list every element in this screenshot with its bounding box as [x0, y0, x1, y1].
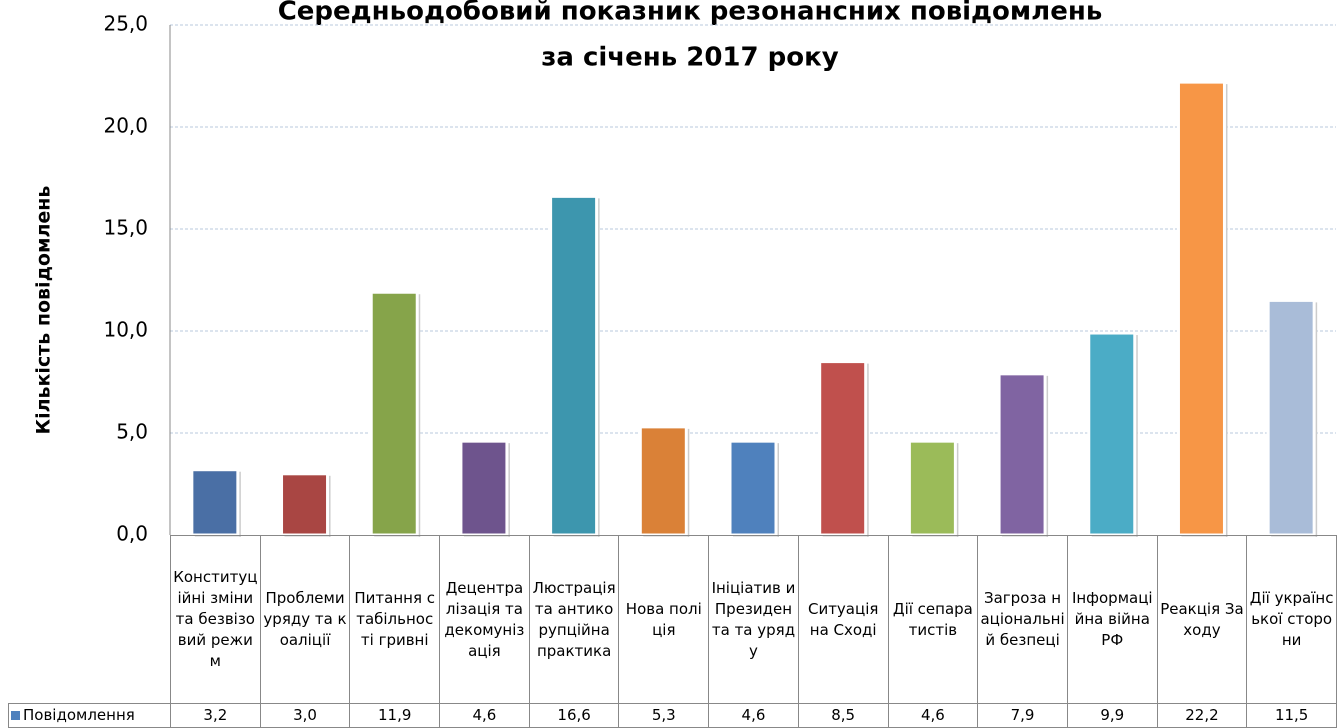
value-cell: 16,6 [528, 703, 620, 728]
value-cell: 4,6 [708, 703, 799, 728]
category-cell: Ініціатив и Президента та уряду [708, 535, 799, 704]
chart-title: за січень 2017 року [541, 43, 839, 73]
bar [1176, 80, 1226, 537]
chart-title: Середньодобовий показник резонансних пов… [278, 0, 1103, 27]
value-cell: 22,2 [1156, 703, 1248, 728]
category-cell: Нова поліція [618, 535, 710, 704]
bar [190, 468, 240, 537]
bar [818, 360, 868, 537]
value-cell: 3,0 [259, 703, 351, 728]
value-cell: 7,9 [977, 703, 1068, 728]
value-cell: 9,9 [1066, 703, 1158, 728]
y-tick-label: 0,0 [116, 522, 148, 546]
bar [369, 290, 419, 537]
category-cell: Питання стабільності гривні [349, 535, 441, 704]
category-cell: Децентралізація та декомунізація [439, 535, 530, 704]
legend-cell: Повідомлення [8, 703, 171, 728]
category-cell: Ситуація на Сході [797, 535, 889, 704]
legend-key [11, 711, 20, 720]
category-cell: Реакція Заходу [1156, 535, 1248, 704]
value-cell: 4,6 [887, 703, 979, 728]
y-axis-label: Кількість повідомлень [33, 186, 55, 435]
category-cell: Загроза національній безпеці [977, 535, 1068, 704]
bar [1266, 298, 1316, 537]
bar [280, 472, 330, 537]
bar [997, 372, 1047, 537]
bar [728, 439, 778, 537]
bar [638, 425, 688, 537]
value-cell: 11,9 [349, 703, 441, 728]
category-cell: Дії сепаратистів [887, 535, 979, 704]
category-cell: Інформаційна війна РФ [1066, 535, 1158, 704]
y-tick-label: 15,0 [103, 216, 148, 240]
value-cell: 3,2 [170, 703, 261, 728]
y-tick-label: 20,0 [103, 114, 148, 138]
y-tick-label: 10,0 [103, 318, 148, 342]
category-cell: Люстрація та антикорупційна практика [528, 535, 620, 704]
value-cell: 4,6 [439, 703, 530, 728]
bar [907, 439, 957, 537]
y-tick-label: 25,0 [103, 12, 148, 36]
y-tick-label: 5,0 [116, 420, 148, 444]
bar [549, 194, 599, 537]
value-cell: 11,5 [1246, 703, 1337, 728]
category-cell: Проблеми уряду та коаліції [259, 535, 351, 704]
category-cell: Конституційні зміни та безвізовий режим [170, 535, 261, 704]
value-cell: 8,5 [797, 703, 889, 728]
legend-label: Повідомлення [23, 706, 135, 724]
bar [459, 439, 509, 537]
value-cell: 5,3 [618, 703, 710, 728]
bar [1087, 331, 1137, 537]
category-cell: Дії української сторони [1246, 535, 1337, 704]
